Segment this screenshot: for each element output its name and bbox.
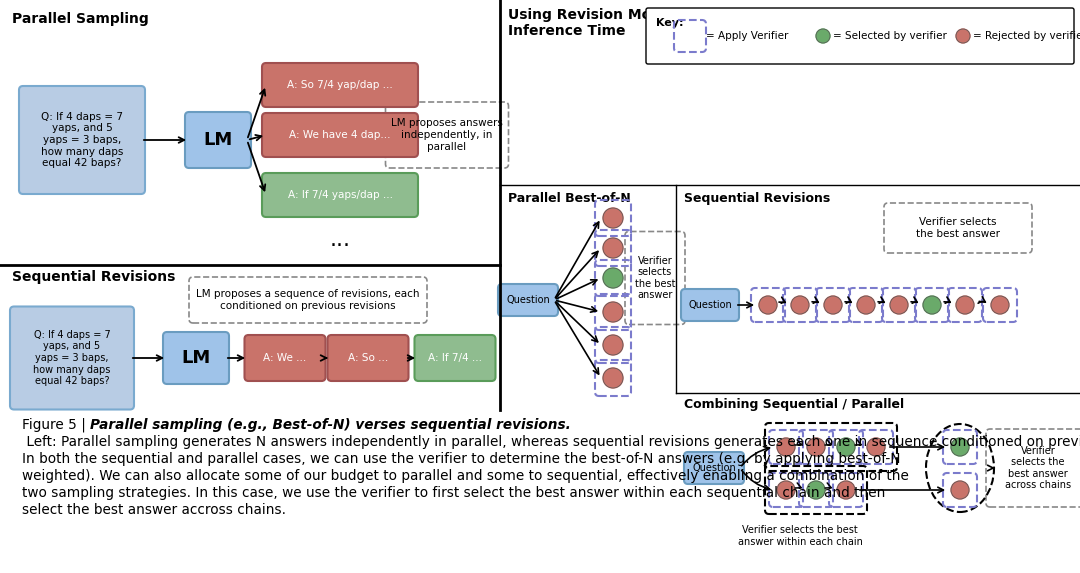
FancyBboxPatch shape <box>327 335 408 381</box>
Text: Combining Sequential / Parallel: Combining Sequential / Parallel <box>684 398 904 411</box>
Text: weighted). We can also allocate some of our budget to parallel and some to seque: weighted). We can also allocate some of … <box>22 469 909 483</box>
Circle shape <box>603 268 623 288</box>
Circle shape <box>837 438 855 456</box>
FancyBboxPatch shape <box>163 332 229 384</box>
Circle shape <box>890 296 908 314</box>
FancyBboxPatch shape <box>415 335 496 381</box>
FancyBboxPatch shape <box>262 63 418 107</box>
Circle shape <box>858 296 875 314</box>
Text: Parallel Sampling: Parallel Sampling <box>12 12 149 26</box>
Text: select the best answer accross chains.: select the best answer accross chains. <box>22 503 286 517</box>
Circle shape <box>956 296 974 314</box>
Text: A: So ...: A: So ... <box>348 353 388 363</box>
Text: Key:: Key: <box>656 18 684 28</box>
Text: Figure 5 |: Figure 5 | <box>22 418 91 433</box>
Text: two sampling strategies. In this case, we use the verifier to first select the b: two sampling strategies. In this case, w… <box>22 486 886 500</box>
Circle shape <box>824 296 842 314</box>
Text: Verifier selects the best
answer within each chain: Verifier selects the best answer within … <box>738 525 863 547</box>
FancyBboxPatch shape <box>646 8 1074 64</box>
Text: = Rejected by verifier: = Rejected by verifier <box>973 31 1080 41</box>
FancyBboxPatch shape <box>681 289 739 321</box>
FancyBboxPatch shape <box>185 112 251 168</box>
Circle shape <box>807 438 825 456</box>
Text: = Selected by verifier: = Selected by verifier <box>833 31 947 41</box>
Circle shape <box>603 335 623 355</box>
Text: A: If 7/4 ...: A: If 7/4 ... <box>428 353 482 363</box>
Circle shape <box>603 238 623 258</box>
Text: Sequential Revisions: Sequential Revisions <box>684 192 831 205</box>
Text: = Apply Verifier: = Apply Verifier <box>706 31 788 41</box>
Text: A: We ...: A: We ... <box>264 353 307 363</box>
FancyBboxPatch shape <box>262 173 418 217</box>
FancyBboxPatch shape <box>19 86 145 194</box>
Text: Parallel sampling (e.g., Best-of-N) verses sequential revisions.: Parallel sampling (e.g., Best-of-N) vers… <box>90 418 570 432</box>
Text: Using Revision Model + Verifier at
Inference Time: Using Revision Model + Verifier at Infer… <box>508 8 775 38</box>
FancyBboxPatch shape <box>10 307 134 410</box>
Circle shape <box>816 29 831 43</box>
Text: Question: Question <box>692 463 735 473</box>
Text: LM: LM <box>181 349 211 367</box>
Circle shape <box>951 438 969 456</box>
Circle shape <box>603 208 623 228</box>
FancyBboxPatch shape <box>262 113 418 157</box>
Circle shape <box>991 296 1009 314</box>
Text: In both the sequential and parallel cases, we can use the verifier to determine : In both the sequential and parallel case… <box>22 452 901 466</box>
Text: Sequential Revisions: Sequential Revisions <box>12 270 175 284</box>
Text: Verifier
selects
the best
answer: Verifier selects the best answer <box>635 256 675 300</box>
Circle shape <box>956 29 970 43</box>
Text: Verifier
selects the
best answer
across chains: Verifier selects the best answer across … <box>1004 446 1071 490</box>
Text: LM: LM <box>203 131 232 149</box>
Text: Question: Question <box>507 295 550 305</box>
Circle shape <box>791 296 809 314</box>
Text: A: We have 4 dap...: A: We have 4 dap... <box>289 130 391 140</box>
Circle shape <box>837 481 855 499</box>
Text: Q: If 4 daps = 7
yaps, and 5
yaps = 3 baps,
how many daps
equal 42 baps?: Q: If 4 daps = 7 yaps, and 5 yaps = 3 ba… <box>41 112 123 168</box>
Circle shape <box>867 438 885 456</box>
Text: A: If 7/4 yaps/dap ...: A: If 7/4 yaps/dap ... <box>287 190 392 200</box>
Text: Q: If 4 daps = 7
yaps, and 5
yaps = 3 baps,
how many daps
equal 42 baps?: Q: If 4 daps = 7 yaps, and 5 yaps = 3 ba… <box>33 330 110 386</box>
Circle shape <box>807 481 825 499</box>
Circle shape <box>603 302 623 322</box>
Text: Question: Question <box>688 300 732 310</box>
Text: LM proposes answers
independently, in
parallel: LM proposes answers independently, in pa… <box>391 119 503 152</box>
Text: Left: Parallel sampling generates N answers independently in parallel, whereas s: Left: Parallel sampling generates N answ… <box>22 435 1080 449</box>
Text: A: So 7/4 yap/dap ...: A: So 7/4 yap/dap ... <box>287 80 393 90</box>
Circle shape <box>777 481 795 499</box>
Circle shape <box>603 368 623 388</box>
FancyBboxPatch shape <box>244 335 325 381</box>
Text: LM proposes a sequence of revisions, each
conditioned on previous revisions: LM proposes a sequence of revisions, eac… <box>197 289 420 311</box>
FancyBboxPatch shape <box>498 284 558 316</box>
Circle shape <box>777 438 795 456</box>
Circle shape <box>951 481 969 499</box>
Circle shape <box>759 296 777 314</box>
FancyBboxPatch shape <box>684 452 744 484</box>
Text: Verifier selects
the best answer: Verifier selects the best answer <box>916 217 1000 239</box>
Text: Parallel Best-of-N: Parallel Best-of-N <box>508 192 631 205</box>
Circle shape <box>923 296 941 314</box>
Text: ...: ... <box>329 230 351 250</box>
